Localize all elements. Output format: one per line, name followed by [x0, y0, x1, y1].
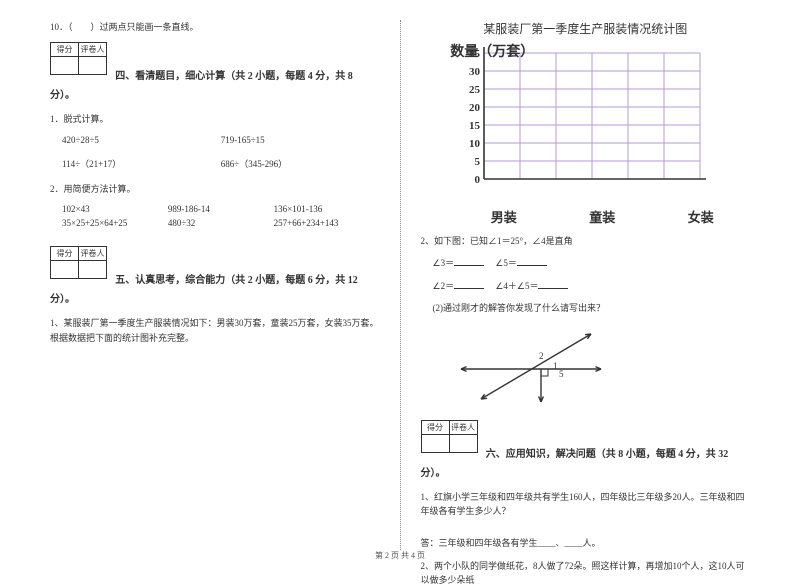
- score-blank: [51, 261, 79, 279]
- score-box-sec6: 得分评卷人: [421, 420, 478, 453]
- section-6-title: 六、应用知识，解决问题（共 8 小题，每题 4 分，共 32: [486, 449, 729, 460]
- expr: 686÷（345-296）: [221, 157, 380, 170]
- score-box-sec5: 得分评卷人: [50, 246, 107, 279]
- chart-title: 某服装厂第一季度生产服装情况统计图: [421, 20, 751, 37]
- expr: 480÷32: [168, 218, 274, 228]
- svg-text:30: 30: [469, 66, 481, 78]
- score-blank: [51, 57, 79, 75]
- expr: 114÷（21+17）: [62, 157, 221, 170]
- section-6-tail: 分）。: [421, 466, 751, 482]
- chart-ylabel: 数量（万套）: [450, 41, 534, 61]
- sec5-q1: 1、某服装厂第一季度生产服装情况如下：男装30万套，童装25万套，女装35万套。…: [50, 316, 380, 345]
- expr: 719-165÷15: [221, 135, 380, 145]
- svg-text:10: 10: [469, 138, 481, 150]
- svg-text:1: 1: [553, 361, 558, 371]
- angle-q2-2: (2)通过刚才的解答你发现了什么请写出来？: [421, 301, 751, 315]
- score-head-1: 得分: [51, 247, 79, 261]
- chart-xlabels: 男装 童装 女装: [455, 207, 751, 226]
- section-5-title: 五、认真思考，综合能力（共 2 小题，每题 6 分，共 12: [115, 275, 358, 286]
- angle-fill-1: ∠3＝ ∠5＝: [421, 256, 751, 270]
- svg-text:0: 0: [475, 174, 481, 186]
- xlabel: 女装: [688, 207, 714, 226]
- expr: 989-186-14: [168, 204, 274, 214]
- chart-grid: 35302520151050: [450, 41, 710, 191]
- score-head-1: 得分: [51, 43, 79, 57]
- score-head-2: 评卷人: [79, 43, 107, 57]
- expr: 102×43: [62, 204, 168, 214]
- xlabel: 男装: [491, 207, 517, 226]
- angle-diagram: 215: [451, 324, 611, 404]
- section-5-tail: 分）。: [50, 292, 380, 308]
- sec6-q1-ans: 答：三年级和四年级各有学生____、____人。: [421, 536, 751, 550]
- sec6-q2: 2、两个小队的同学做纸花，8人做了72朵。照这样计算，再增加10个人，这10人可…: [421, 559, 751, 588]
- page-footer: 第 2 页 共 4 页: [0, 550, 800, 561]
- sec4-sub1-label: 1．脱式计算。: [50, 112, 380, 126]
- section-4-title: 四、看清题目，细心计算（共 2 小题，每题 4 分，共 8: [115, 71, 353, 82]
- expr: 420÷28÷5: [62, 135, 221, 145]
- section-4-tail: 分）。: [50, 88, 380, 104]
- score-box-sec4: 得分评卷人: [50, 42, 107, 75]
- grader-blank: [79, 57, 107, 75]
- svg-text:5: 5: [475, 156, 481, 168]
- sec4-sub2-label: 2．用简便方法计算。: [50, 182, 380, 196]
- score-head-1: 得分: [421, 420, 449, 434]
- svg-text:15: 15: [469, 120, 481, 132]
- sec6-q1: 1、红旗小学三年级和四年级共有学生160人，四年级比三年级多20人。三年级和四年…: [421, 490, 751, 519]
- question-10: 10．（ ）过两点只能画一条直线。: [50, 20, 380, 34]
- score-head-2: 评卷人: [79, 247, 107, 261]
- svg-text:2: 2: [539, 351, 544, 361]
- expr: 136×101-136: [274, 204, 380, 214]
- score-head-2: 评卷人: [449, 420, 477, 434]
- svg-text:20: 20: [469, 102, 481, 114]
- score-blank: [421, 434, 449, 452]
- sec5-q2-head: 2、如下图：已知∠1＝25°，∠4是直角: [421, 234, 751, 248]
- grader-blank: [449, 434, 477, 452]
- expr: 35×25+25×64+25: [62, 218, 168, 228]
- angle-fill-2: ∠2＝ ∠4＋∠5＝: [421, 279, 751, 293]
- svg-text:5: 5: [559, 369, 564, 379]
- expr: 257+66+234+143: [274, 218, 380, 228]
- svg-text:25: 25: [469, 84, 481, 96]
- xlabel: 童装: [589, 207, 615, 226]
- bar-chart: 数量（万套） 35302520151050: [450, 41, 720, 201]
- grader-blank: [79, 261, 107, 279]
